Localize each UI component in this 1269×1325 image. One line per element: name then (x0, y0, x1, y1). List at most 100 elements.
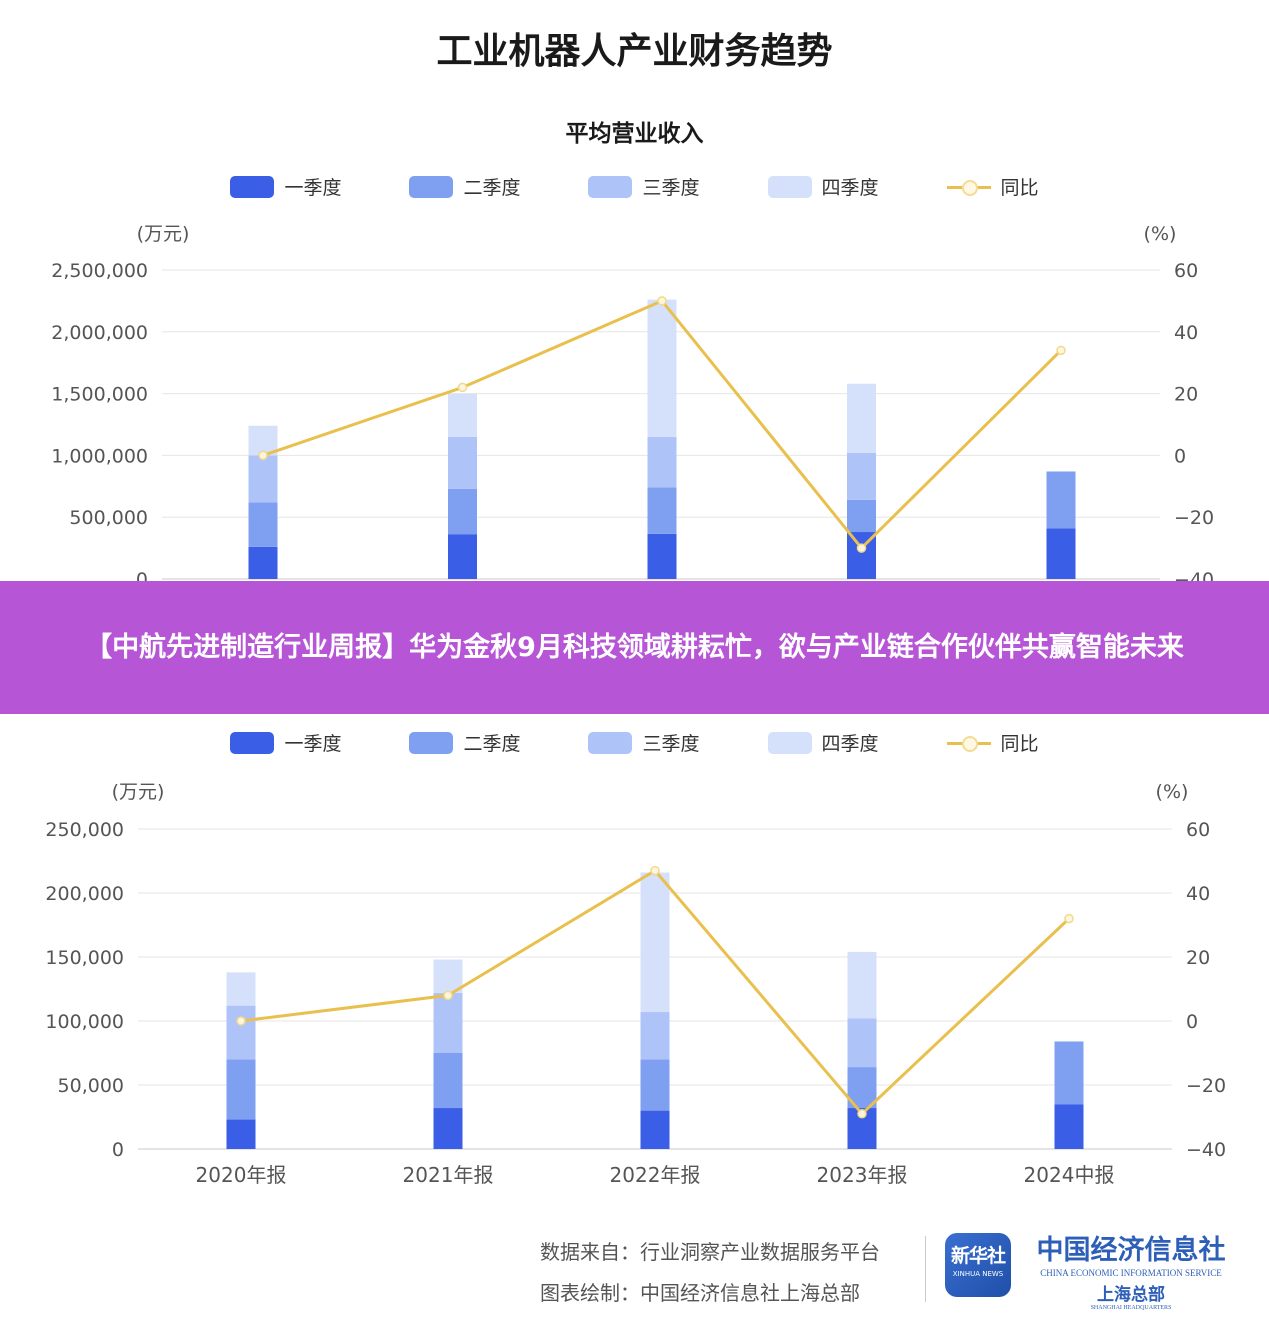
bar-q3 (847, 452, 876, 500)
bar-q3 (433, 992, 463, 1053)
legend-item-q4[interactable]: 四季度 (767, 729, 879, 756)
ceis-logo-cn: 中国经济信息社 (1036, 1235, 1226, 1266)
legend-swatch-q1 (230, 731, 275, 754)
legend-item-yoy[interactable]: 同比 (946, 729, 1039, 756)
y2-tick-label: 20 (1186, 947, 1210, 969)
legend-label-q3: 三季度 (642, 177, 700, 199)
bar-q3 (248, 455, 278, 503)
legend-label-q2: 二季度 (463, 733, 521, 755)
bar-q1 (647, 533, 677, 579)
yoy-point (1064, 913, 1074, 924)
bar-q1 (226, 1119, 256, 1149)
revenue-chart-top: (万元) (%) 0 500,000 1,000,000 1,500,000 2,000,0… (51, 223, 1214, 617)
bar-q1 (248, 546, 278, 579)
bar-q2 (1054, 1041, 1084, 1105)
yoy-point (457, 382, 468, 393)
legend-item-q1[interactable]: 一季度 (230, 173, 341, 200)
bar-q4 (640, 872, 670, 1013)
x-tick-label: 2024中报 (1024, 1163, 1115, 1187)
data-source: 数据来自：行业洞察产业数据服务平台 (540, 1240, 880, 1264)
bar-q2 (248, 502, 278, 547)
legend-item-yoy[interactable]: 同比 (946, 173, 1039, 200)
legend-label-q3: 三季度 (642, 733, 700, 755)
legend-swatch-yoy (946, 176, 991, 198)
bar-q4 (847, 383, 876, 453)
yoy-point (657, 296, 667, 306)
ceis-logo: 中国经济信息社 CHINA ECONOMIC INFORMATION SERVI… (1026, 1228, 1236, 1311)
legend-label-q4: 四季度 (821, 733, 879, 755)
headline-banner[interactable]: 【中航先进制造行业周报】华为金秋9月科技领域耕耘忙，欲与产业链合作伙伴共赢智能未… (0, 581, 1269, 714)
revenue-chart-bottom: (万元) (%) 0 50,000 100,000 150,000 200,000 250,0… (45, 781, 1226, 1187)
ceis-logo-sub-en: SHANGHAI HEADQUARTERS (1090, 1305, 1172, 1311)
legend-label-q1: 一季度 (284, 177, 342, 199)
legend-label-q4: 四季度 (821, 177, 879, 199)
legend-swatch-q4 (767, 175, 812, 198)
bar-q1 (1046, 528, 1076, 579)
x-tick-label: 2021年报 (403, 1163, 494, 1187)
legend-swatch-q1 (230, 175, 275, 198)
legend-item-q4[interactable]: 四季度 (767, 173, 879, 200)
legend-swatch-q2 (409, 731, 454, 754)
bar-q2 (226, 1059, 256, 1120)
legend-swatch-q2 (409, 175, 454, 198)
bar-q3 (226, 1005, 256, 1060)
y-tick-label: 150,000 (45, 947, 124, 969)
y-tick-label: 0 (112, 1139, 124, 1161)
bar-q1 (448, 534, 477, 579)
chart-subtitle: 平均营业收入 (565, 121, 704, 147)
legend-swatch-yoy (946, 732, 991, 754)
y2-tick-label: −40 (1186, 1139, 1226, 1161)
y-tick-label: 50,000 (58, 1075, 124, 1097)
bar-q2 (647, 487, 677, 534)
y-tick-label: 100,000 (45, 1011, 124, 1033)
legend-label-q1: 一季度 (284, 733, 342, 755)
legend-label-q2: 二季度 (463, 177, 521, 199)
legend-label-yoy: 同比 (1000, 177, 1039, 199)
y2-tick-label: 60 (1186, 819, 1210, 841)
legend-label-yoy: 同比 (1000, 733, 1039, 755)
right-axis-unit: (%) (1156, 781, 1189, 803)
legend-item-q3[interactable]: 三季度 (588, 729, 700, 756)
bar-q1 (1054, 1104, 1084, 1149)
yoy-point (258, 450, 268, 461)
bar-q4 (647, 299, 677, 437)
yoy-point (1056, 345, 1066, 356)
y2-tick-label: 40 (1174, 322, 1198, 344)
yoy-point (856, 543, 867, 553)
y2-tick-label: −20 (1186, 1075, 1226, 1097)
left-axis-unit: (万元) (137, 223, 190, 245)
legend-item-q3[interactable]: 三季度 (588, 173, 700, 200)
bar-q4 (448, 393, 477, 437)
main-title: 工业机器人产业财务趋势 (436, 31, 833, 72)
bar-q3 (847, 1018, 877, 1068)
legend-item-q2[interactable]: 二季度 (409, 173, 520, 200)
xinhua-logo-en: XINHUA NEWS (952, 1270, 1004, 1278)
bar-q4 (433, 959, 463, 993)
bar-q2 (1046, 471, 1076, 529)
legend-swatch-q3 (588, 731, 633, 754)
legend-item-q1[interactable]: 一季度 (230, 729, 341, 756)
legend-item-q2[interactable]: 二季度 (409, 729, 520, 756)
legend-bottom: 一季度 二季度 三季度 四季度 同比 (0, 729, 1269, 756)
bar-q1 (433, 1108, 463, 1149)
right-axis-unit: (%) (1144, 223, 1177, 245)
y-tick-label: 200,000 (45, 883, 124, 905)
y-tick-label: 2,000,000 (51, 322, 148, 344)
bar-q2 (640, 1059, 670, 1111)
y2-tick-label: 20 (1174, 384, 1198, 406)
headline-text[interactable]: 【中航先进制造行业周报】华为金秋9月科技领域耕耘忙，欲与产业链合作伙伴共赢智能未… (85, 631, 1184, 663)
y2-tick-label: 0 (1186, 1011, 1198, 1033)
yoy-point (236, 1016, 246, 1026)
x-tick-label: 2020年报 (196, 1163, 287, 1187)
bar-q4 (226, 972, 256, 1006)
xinhua-logo: 新华社 XINHUA NEWS (945, 1233, 1011, 1297)
x-tick-label: 2022年报 (610, 1163, 701, 1187)
y2-tick-label: 60 (1174, 260, 1198, 282)
ceis-logo-en: CHINA ECONOMIC INFORMATION SERVICE (1040, 1268, 1222, 1278)
y-tick-label: 1,000,000 (51, 445, 148, 467)
bar-q2 (433, 1053, 463, 1109)
bar-q3 (640, 1012, 670, 1060)
bar-q3 (647, 436, 677, 488)
yoy-point (857, 1109, 867, 1119)
chart-author: 图表绘制：中国经济信息社上海总部 (540, 1281, 860, 1305)
